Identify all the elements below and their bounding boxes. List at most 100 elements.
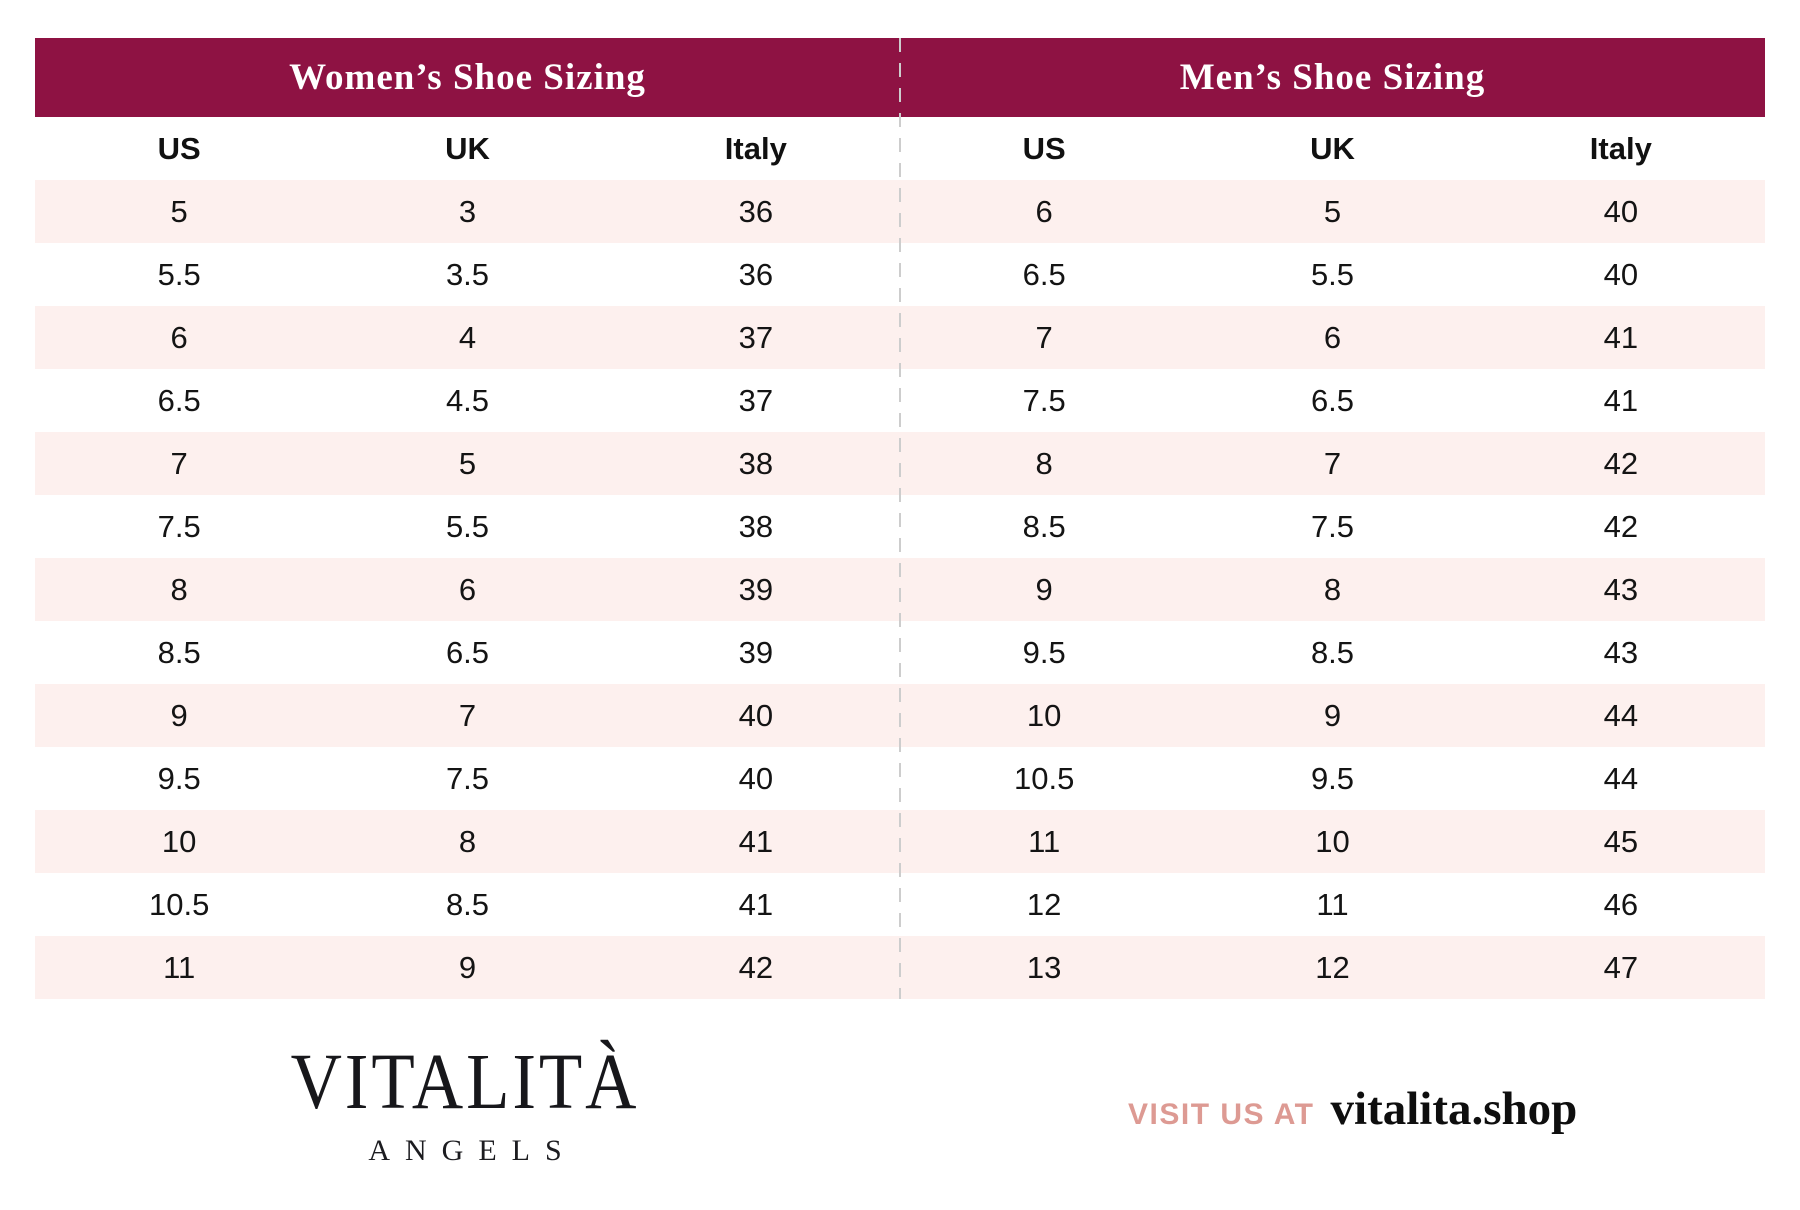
- size-cell: 42: [1603, 508, 1639, 544]
- size-cell: 5.5: [445, 508, 490, 544]
- visit-us-callout: VISIT US AT vitalita.shop: [1128, 1082, 1577, 1136]
- brand-name: VITALITÀ: [290, 1037, 640, 1127]
- womens-section-title: Women’s Shoe Sizing: [289, 57, 646, 98]
- size-cell: 9.5: [1310, 760, 1355, 796]
- table-row: 13 12 47: [900, 936, 1765, 999]
- size-cell: 37: [738, 319, 774, 355]
- column-header-us: US: [1022, 130, 1066, 166]
- table-row: 6.5 5.5 40: [900, 243, 1765, 306]
- size-cell: 5: [1323, 193, 1342, 229]
- table-row: 7.5 5.5 38: [35, 495, 900, 558]
- size-cell: 3.5: [445, 256, 490, 292]
- size-cell: 38: [738, 508, 774, 544]
- size-cell: 10: [1315, 823, 1350, 859]
- size-cell: 7.5: [1310, 508, 1355, 544]
- size-cell: 5.5: [1310, 256, 1355, 292]
- size-cell: 13: [1026, 949, 1062, 985]
- size-cell: 10.5: [1013, 760, 1075, 796]
- table-row: 9.5 7.5 40: [35, 747, 900, 810]
- size-cell: 8.5: [157, 634, 201, 670]
- size-cell: 3: [458, 193, 477, 229]
- size-cell: 39: [738, 571, 774, 607]
- size-cell: 6.5: [1022, 256, 1066, 292]
- table-row: 9 7 40: [35, 684, 900, 747]
- table-row: 8.5 6.5 39: [35, 621, 900, 684]
- size-chart-table: Women’s Shoe Sizing Men’s Shoe Sizing US…: [35, 38, 1765, 999]
- size-cell: 41: [738, 823, 774, 859]
- size-cell: 40: [1603, 256, 1639, 292]
- size-cell: 11: [1028, 823, 1061, 859]
- size-cell: 7: [1323, 445, 1342, 481]
- size-cell: 41: [738, 886, 774, 922]
- size-cell: 8: [1323, 571, 1342, 607]
- brand-subtitle: ANGELS: [368, 1134, 577, 1167]
- size-cell: 42: [738, 949, 774, 985]
- size-cell: 40: [738, 697, 774, 733]
- size-cell: 46: [1603, 886, 1639, 922]
- size-cell: 6.5: [1310, 382, 1355, 418]
- column-header-italy: Italy: [724, 130, 787, 166]
- size-cell: 39: [738, 634, 774, 670]
- table-row: 7 6 41: [900, 306, 1765, 369]
- table-row: 10.5 8.5 41: [35, 873, 900, 936]
- size-cell: 9.5: [1022, 634, 1066, 670]
- mens-rows-container: 6 5 40 6.5 5.5 40 7 6 41 7.5 6.5 41 8 7 42 8.5 7.5 42 9 8 43…: [900, 180, 1765, 999]
- table-row: 5.5 3.5 36: [35, 243, 900, 306]
- size-cell: 7: [458, 697, 477, 733]
- brand-logo: VITALITÀ ANGELS: [230, 1037, 700, 1168]
- size-cell: 8: [458, 823, 477, 859]
- size-cell: 10: [1026, 697, 1062, 733]
- size-cell: 5: [458, 445, 477, 481]
- size-cell: 47: [1603, 949, 1639, 985]
- table-row: 10 9 44: [900, 684, 1765, 747]
- table-row: 8.5 7.5 42: [900, 495, 1765, 558]
- size-cell: 9: [1323, 697, 1342, 733]
- shop-url-link[interactable]: vitalita.shop: [1330, 1083, 1578, 1135]
- size-cell: 8.5: [1022, 508, 1066, 544]
- table-row: 10.5 9.5 44: [900, 747, 1765, 810]
- table-row: 7 5 38: [35, 432, 900, 495]
- table-row: 9.5 8.5 43: [900, 621, 1765, 684]
- size-cell: 6: [170, 319, 188, 355]
- table-row: 11 9 42: [35, 936, 900, 999]
- size-cell: 37: [738, 382, 774, 418]
- size-cell: 40: [1603, 193, 1639, 229]
- size-cell: 44: [1603, 760, 1639, 796]
- size-cell: 7: [1035, 319, 1053, 355]
- size-cell: 8: [1035, 445, 1053, 481]
- table-row: 8 6 39: [35, 558, 900, 621]
- size-cell: 7: [170, 445, 188, 481]
- table-row: 5 3 36: [35, 180, 900, 243]
- table-row: 10 8 41: [35, 810, 900, 873]
- table-row: 7.5 6.5 41: [900, 369, 1765, 432]
- size-cell: 7.5: [1022, 382, 1066, 418]
- size-cell: 43: [1603, 634, 1639, 670]
- size-cell: 11: [163, 949, 196, 985]
- size-cell: 9: [170, 697, 188, 733]
- size-cell: 8.5: [1310, 634, 1355, 670]
- table-row: 6 5 40: [900, 180, 1765, 243]
- size-cell: 10.5: [148, 886, 210, 922]
- mens-section-title: Men’s Shoe Sizing: [1179, 57, 1486, 98]
- table-row: 6 4 37: [35, 306, 900, 369]
- size-cell: 7.5: [445, 760, 490, 796]
- size-cell: 42: [1603, 445, 1639, 481]
- womens-rows-container: 5 3 36 5.5 3.5 36 6 4 37 6.5 4.5 37 7 5 38 7.5 5.5 38 8 6 39…: [35, 180, 900, 999]
- table-row: 8 7 42: [900, 432, 1765, 495]
- size-cell: 12: [1026, 886, 1062, 922]
- size-cell: 36: [738, 256, 774, 292]
- mens-size-panel: US UK Italy 6 5 40 6.5 5.5 40 7 6 41 7.5 6.5 41 8 7 42…: [900, 117, 1765, 999]
- size-cell: 5: [170, 193, 188, 229]
- size-cell: 11: [1316, 886, 1349, 922]
- size-cell: 9: [1035, 571, 1053, 607]
- size-cell: 4: [458, 319, 477, 355]
- womens-column-header-row: US UK Italy: [35, 117, 900, 180]
- size-cell: 36: [738, 193, 774, 229]
- size-cell: 43: [1603, 571, 1639, 607]
- table-row: 6.5 4.5 37: [35, 369, 900, 432]
- size-cell: 8: [170, 571, 188, 607]
- size-cell: 6.5: [157, 382, 201, 418]
- column-header-uk: UK: [445, 130, 490, 166]
- column-header-italy: Italy: [1589, 130, 1652, 166]
- size-cell: 10: [161, 823, 197, 859]
